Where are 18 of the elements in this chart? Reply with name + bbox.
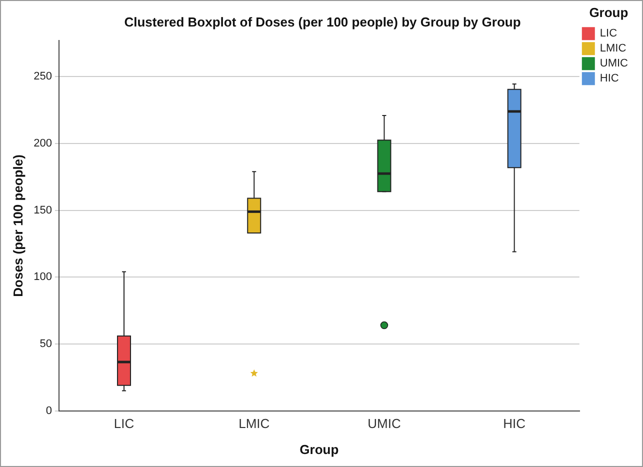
y-tick-label: 200 — [34, 138, 52, 150]
y-tick-label: 100 — [34, 271, 52, 284]
legend-label: HIC — [600, 72, 619, 85]
legend-label: LMIC — [600, 42, 626, 55]
chart-title: Clustered Boxplot of Doses (per 100 people) by Group by Group — [124, 14, 521, 30]
y-tick-label: 0 — [46, 404, 52, 417]
legend-title: Group — [589, 5, 628, 20]
x-tick-label: LMIC — [238, 416, 270, 432]
y-tick-label: 250 — [34, 70, 52, 83]
legend-label: LIC — [600, 28, 618, 40]
y-axis-title: Doses (per 100 people) — [10, 154, 26, 297]
x-tick-label: LIC — [114, 416, 134, 432]
x-tick-label: UMIC — [368, 416, 401, 432]
legend-label: UMIC — [600, 58, 628, 70]
y-tick-label: 150 — [34, 204, 52, 216]
x-axis-title: Group — [300, 442, 339, 457]
y-tick-label: 50 — [40, 338, 52, 350]
x-tick-label: HIC — [503, 416, 526, 432]
